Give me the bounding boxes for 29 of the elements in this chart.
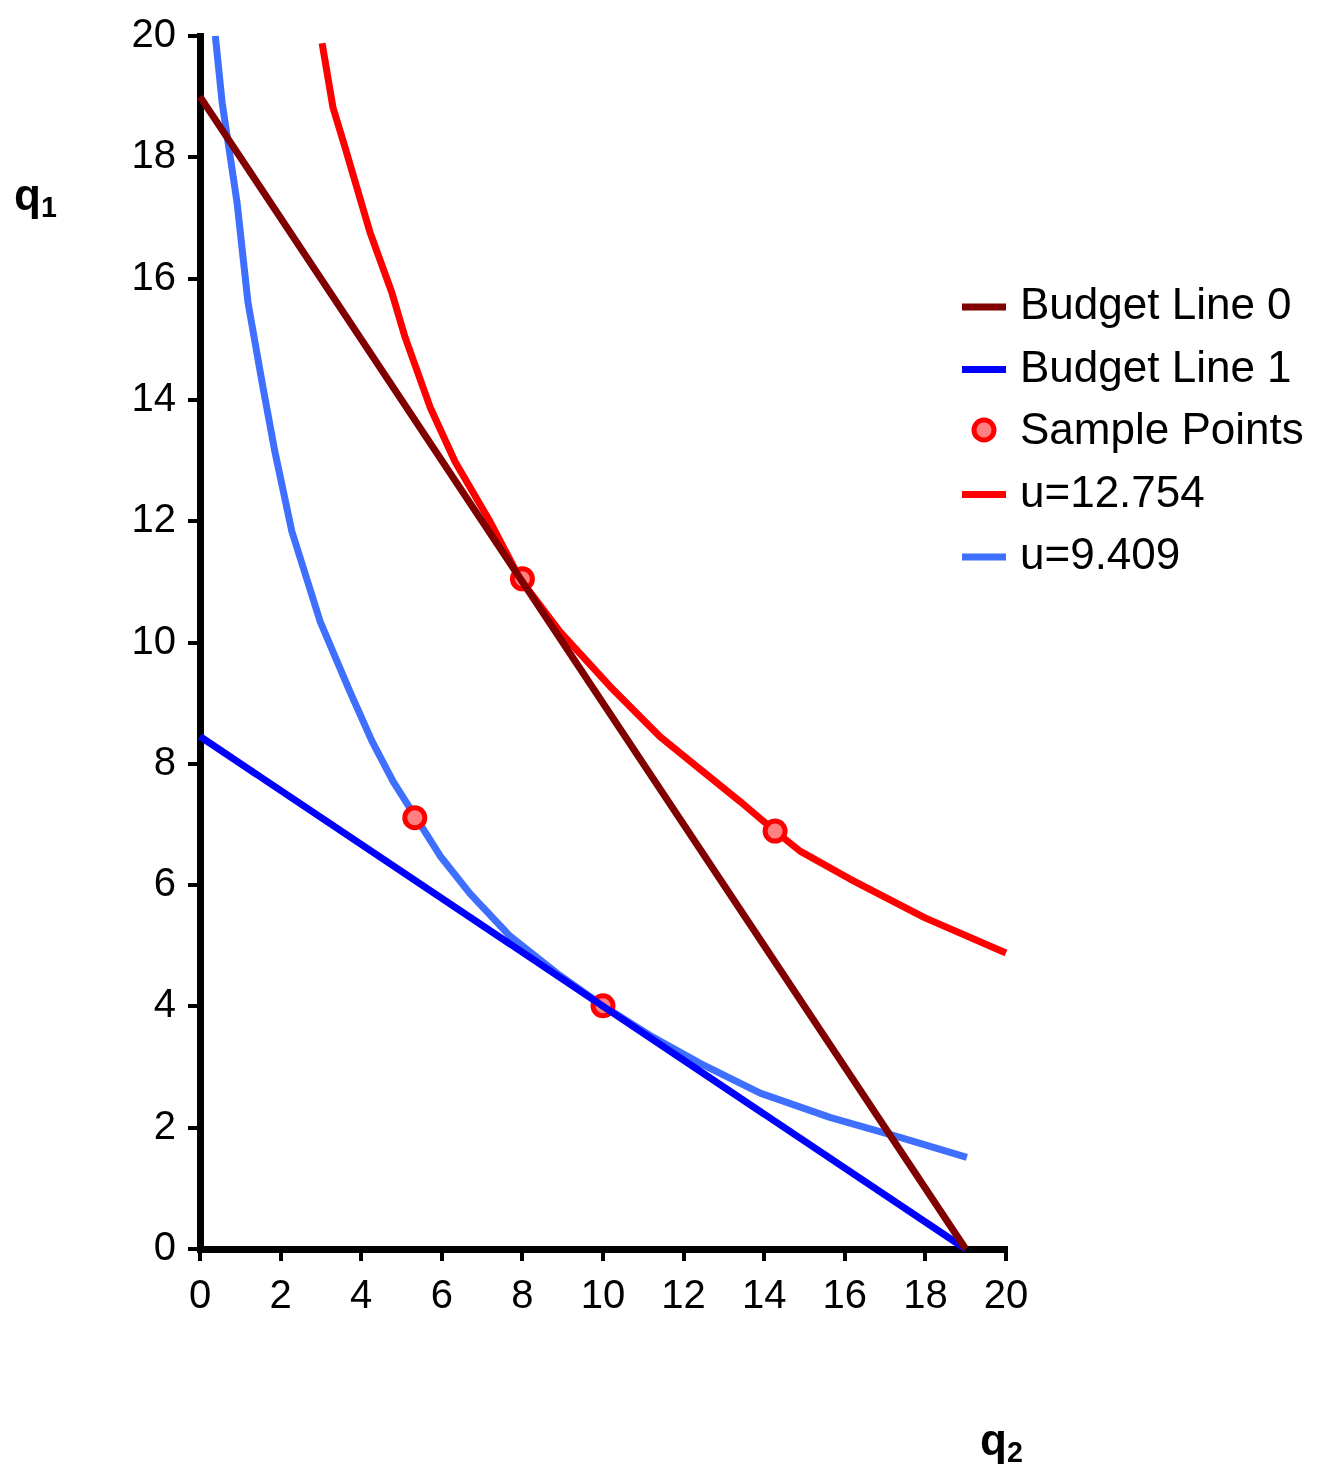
legend-label: Budget Line 0 [1020, 279, 1292, 329]
y-tick-label: 6 [153, 860, 176, 905]
y-tick-label: 4 [153, 981, 176, 1026]
x-tick-label: 4 [350, 1272, 373, 1317]
point [762, 818, 788, 844]
x-tick-label: 10 [580, 1272, 626, 1317]
x-tick-label: 12 [661, 1272, 706, 1317]
x-tick-label: 16 [822, 1272, 868, 1317]
y-tick-label: 10 [131, 617, 176, 662]
y-tick-label: 0 [153, 1224, 176, 1269]
x-tick-label: 20 [983, 1272, 1029, 1317]
point [402, 805, 428, 831]
y-tick-label: 14 [131, 374, 176, 419]
legend-label: Sample Points [1020, 404, 1304, 454]
legend-label: u=9.409 [1020, 529, 1181, 579]
y-tick-label: 20 [131, 11, 176, 56]
y-tick-label: 12 [131, 496, 176, 541]
y-tick-label: 16 [131, 253, 176, 298]
x-tick-label: 2 [269, 1272, 292, 1317]
x-tick-label: 8 [511, 1272, 534, 1317]
x-tick-label: 6 [430, 1272, 453, 1317]
x-tick-label: 18 [903, 1272, 948, 1317]
y-tick-label: 8 [153, 738, 176, 783]
y-tick-label: 18 [131, 132, 176, 177]
x-tick-label: 0 [188, 1272, 212, 1317]
legend-label: Budget Line 1 [1020, 341, 1292, 391]
legend-label: u=12.754 [1020, 466, 1205, 516]
x-tick-label: 14 [741, 1272, 787, 1317]
y-tick-label: 2 [153, 1102, 176, 1147]
